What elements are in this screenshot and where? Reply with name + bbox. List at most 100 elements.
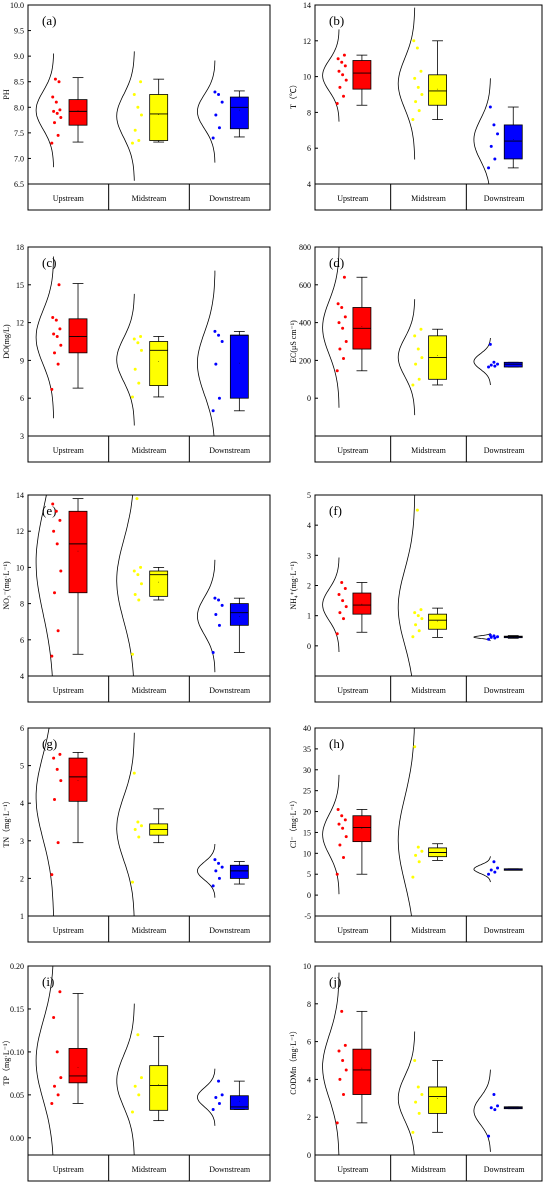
data-point [220, 340, 224, 343]
mean-marker: · [238, 108, 240, 114]
mean-marker: · [77, 108, 79, 114]
panel-label: (a) [42, 13, 56, 28]
y-tick-label: 0.00 [10, 1134, 24, 1143]
data-point [338, 611, 342, 615]
data-point [343, 818, 347, 822]
box [68, 99, 88, 126]
data-point [139, 348, 143, 352]
y-axis-label: TN（mg·L⁻¹） [2, 796, 11, 847]
distribution-curve [322, 972, 340, 1156]
box [149, 341, 169, 386]
data-point [489, 144, 493, 148]
data-point [341, 326, 345, 330]
data-point [139, 582, 143, 586]
distribution-curve [116, 1003, 135, 1156]
data-point [214, 869, 218, 873]
data-point [54, 100, 58, 104]
mean-marker: · [77, 549, 79, 555]
panel-c: (c) 3 6 9 12 15 18 DO(mg/L) Upstream · Midstream · D… [2, 243, 271, 463]
data-point [341, 826, 345, 830]
data-point [341, 1059, 345, 1062]
data-point [337, 321, 341, 325]
data-point [56, 1093, 60, 1097]
data-point [213, 596, 217, 600]
data-point [130, 652, 134, 656]
category-label: Upstream [337, 446, 369, 455]
y-tick-label: 2 [307, 1113, 311, 1122]
distribution-curve [35, 53, 54, 168]
distribution-curve [473, 78, 491, 185]
panel-h: (h) -5 0 5 10 15 20 25 30 35 40 Cl⁻（mg·L⁻¹） Upstream… [289, 724, 543, 943]
distribution-curve [322, 247, 340, 408]
category-label: Midstream [132, 926, 167, 935]
data-point [496, 132, 500, 136]
data-point [217, 93, 221, 96]
distribution-curve [196, 60, 216, 163]
y-tick-label: 8.5 [14, 78, 24, 87]
category-label: Downstream [209, 1165, 251, 1174]
category-label: Upstream [53, 1165, 85, 1174]
y-tick-label: 0.15 [10, 1005, 24, 1014]
data-point [50, 1101, 54, 1105]
distribution-curve [397, 727, 415, 917]
data-point [337, 1049, 341, 1053]
mean-marker: · [158, 580, 160, 586]
panel-label: (j) [329, 974, 341, 989]
mean-marker: · [361, 71, 363, 77]
panel-frame [314, 4, 543, 211]
data-point [417, 109, 421, 113]
data-point [419, 327, 423, 331]
data-point [59, 1076, 63, 1080]
y-tick-label: 12 [16, 319, 24, 328]
data-point [217, 333, 221, 337]
data-point [217, 1101, 221, 1105]
data-point [493, 1108, 497, 1112]
data-point [417, 377, 421, 381]
data-point [413, 1059, 417, 1062]
data-point [340, 814, 344, 818]
y-axis-label: CODMn（mg·L⁻¹） [289, 1026, 298, 1094]
data-point [420, 849, 424, 853]
category-label: Midstream [132, 686, 167, 695]
data-point [417, 860, 421, 864]
data-point [139, 1076, 143, 1080]
data-point [58, 108, 62, 112]
y-tick-label: 9.5 [14, 27, 24, 36]
data-point [137, 598, 141, 602]
y-tick-label: 2 [307, 582, 311, 591]
data-point [335, 369, 339, 373]
mean-marker: · [512, 362, 514, 368]
data-point [336, 302, 340, 306]
box [68, 757, 88, 802]
data-point [133, 1084, 137, 1088]
data-point [341, 599, 345, 603]
data-point [217, 598, 221, 602]
data-point [53, 797, 57, 801]
data-point [58, 327, 62, 331]
data-point [488, 342, 492, 346]
panel-frame [27, 494, 271, 703]
box [428, 613, 447, 630]
data-point [413, 76, 417, 80]
distribution-curve [116, 293, 135, 426]
data-point [137, 381, 141, 385]
mean-marker: · [512, 137, 514, 143]
data-point [55, 542, 59, 546]
data-point [420, 356, 424, 360]
data-point [217, 623, 221, 627]
data-point [52, 109, 56, 113]
panel-frame [314, 494, 543, 703]
distribution-curve [322, 557, 340, 653]
y-tick-label: 10 [303, 73, 311, 82]
data-point [220, 1093, 224, 1097]
data-point [341, 73, 345, 77]
y-tick-label: 10.0 [10, 1, 24, 10]
box [229, 96, 249, 130]
y-tick-label: 7.0 [14, 154, 24, 163]
data-point [416, 1085, 420, 1089]
data-point [342, 856, 346, 860]
data-point [338, 843, 342, 847]
data-point [493, 157, 497, 161]
data-point [416, 85, 420, 89]
mean-marker: · [512, 1106, 514, 1112]
